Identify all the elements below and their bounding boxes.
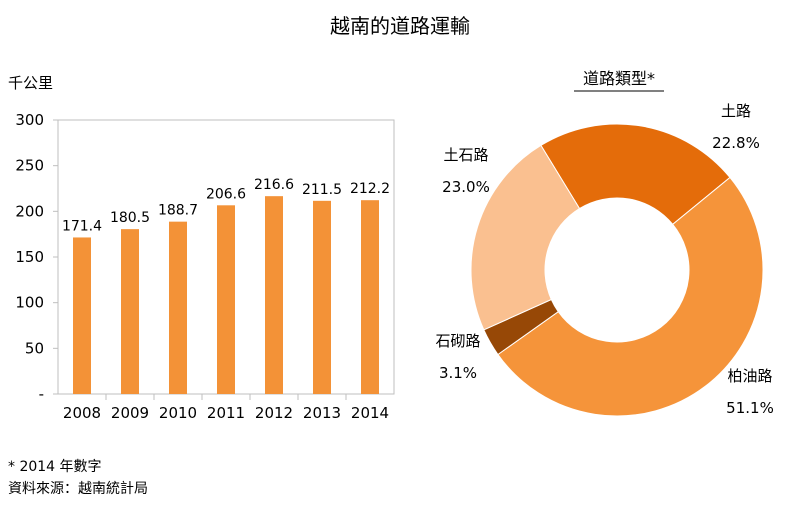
x-tick-label: 2008 — [63, 404, 101, 422]
bar-value-label: 206.6 — [206, 186, 246, 202]
bar-2012 — [265, 196, 283, 394]
y-tick-label: 250 — [15, 157, 44, 175]
y-tick-label: - — [39, 385, 44, 403]
donut-slice-label: 土路 — [721, 102, 751, 120]
y-tick-label: 300 — [15, 111, 44, 129]
bar-2011 — [217, 205, 235, 394]
y-tick-label: 100 — [15, 294, 44, 312]
donut-slice-label: 土石路 — [443, 146, 488, 164]
chart-title: 越南的道路運輸 — [330, 14, 470, 38]
donut-slice-value: 3.1% — [439, 364, 477, 382]
source-note: 資料來源：越南統計局 — [8, 481, 148, 497]
donut-title: 道路類型* — [583, 69, 655, 88]
x-tick-label: 2010 — [159, 404, 197, 422]
bar-series — [73, 196, 379, 394]
donut-slice-3 — [470, 144, 581, 331]
bar-value-label: 212.2 — [350, 181, 390, 197]
bar-x-ticks: 2008 2009 2010 2011 2012 2013 2014 — [63, 394, 389, 422]
bar-y-ticks: - 50 100 150 200 250 300 — [15, 111, 58, 403]
bar-value-labels: 171.4 180.5 188.7 206.6 216.6 211.5 212.2 — [62, 177, 390, 234]
donut-slice-label: 石砌路 — [435, 332, 480, 350]
x-tick-label: 2012 — [255, 404, 293, 422]
y-tick-label: 50 — [25, 339, 44, 357]
x-tick-label: 2014 — [351, 404, 389, 422]
bar-2008 — [73, 237, 91, 394]
donut-slice-1 — [497, 176, 764, 417]
bar-2014 — [361, 200, 379, 394]
bar-value-label: 171.4 — [62, 218, 102, 234]
donut-chart: 道路類型* 土路 22.8% 柏油路 51.1% 石砌路 3.1% 土石路 23.0% — [435, 69, 773, 417]
y-tick-label: 150 — [15, 248, 44, 266]
x-tick-label: 2009 — [111, 404, 149, 422]
y-tick-label: 200 — [15, 202, 44, 220]
bar-value-label: 211.5 — [302, 182, 342, 198]
bar-y-axis-label: 千公里 — [8, 74, 53, 92]
bar-value-label: 188.7 — [158, 203, 198, 219]
donut-slices — [470, 123, 764, 417]
donut-slice-value: 23.0% — [442, 178, 490, 196]
x-tick-label: 2013 — [303, 404, 341, 422]
bar-value-label: 216.6 — [254, 177, 294, 193]
bar-2013 — [313, 200, 331, 394]
bar-chart: 千公里 - 50 100 150 200 250 300 171.4 180.5 188.7 20… — [8, 74, 395, 422]
footnote: * 2014 年數字 — [8, 459, 102, 475]
donut-slice-0 — [540, 123, 731, 226]
bar-2009 — [121, 229, 139, 394]
donut-slice-label: 柏油路 — [727, 367, 772, 385]
bar-value-label: 180.5 — [110, 210, 150, 226]
bar-2010 — [169, 221, 187, 394]
donut-labels: 土路 22.8% 柏油路 51.1% 石砌路 3.1% 土石路 23.0% — [435, 102, 773, 417]
donut-slice-value: 22.8% — [712, 134, 760, 152]
donut-slice-value: 51.1% — [726, 399, 774, 417]
x-tick-label: 2011 — [207, 404, 245, 422]
